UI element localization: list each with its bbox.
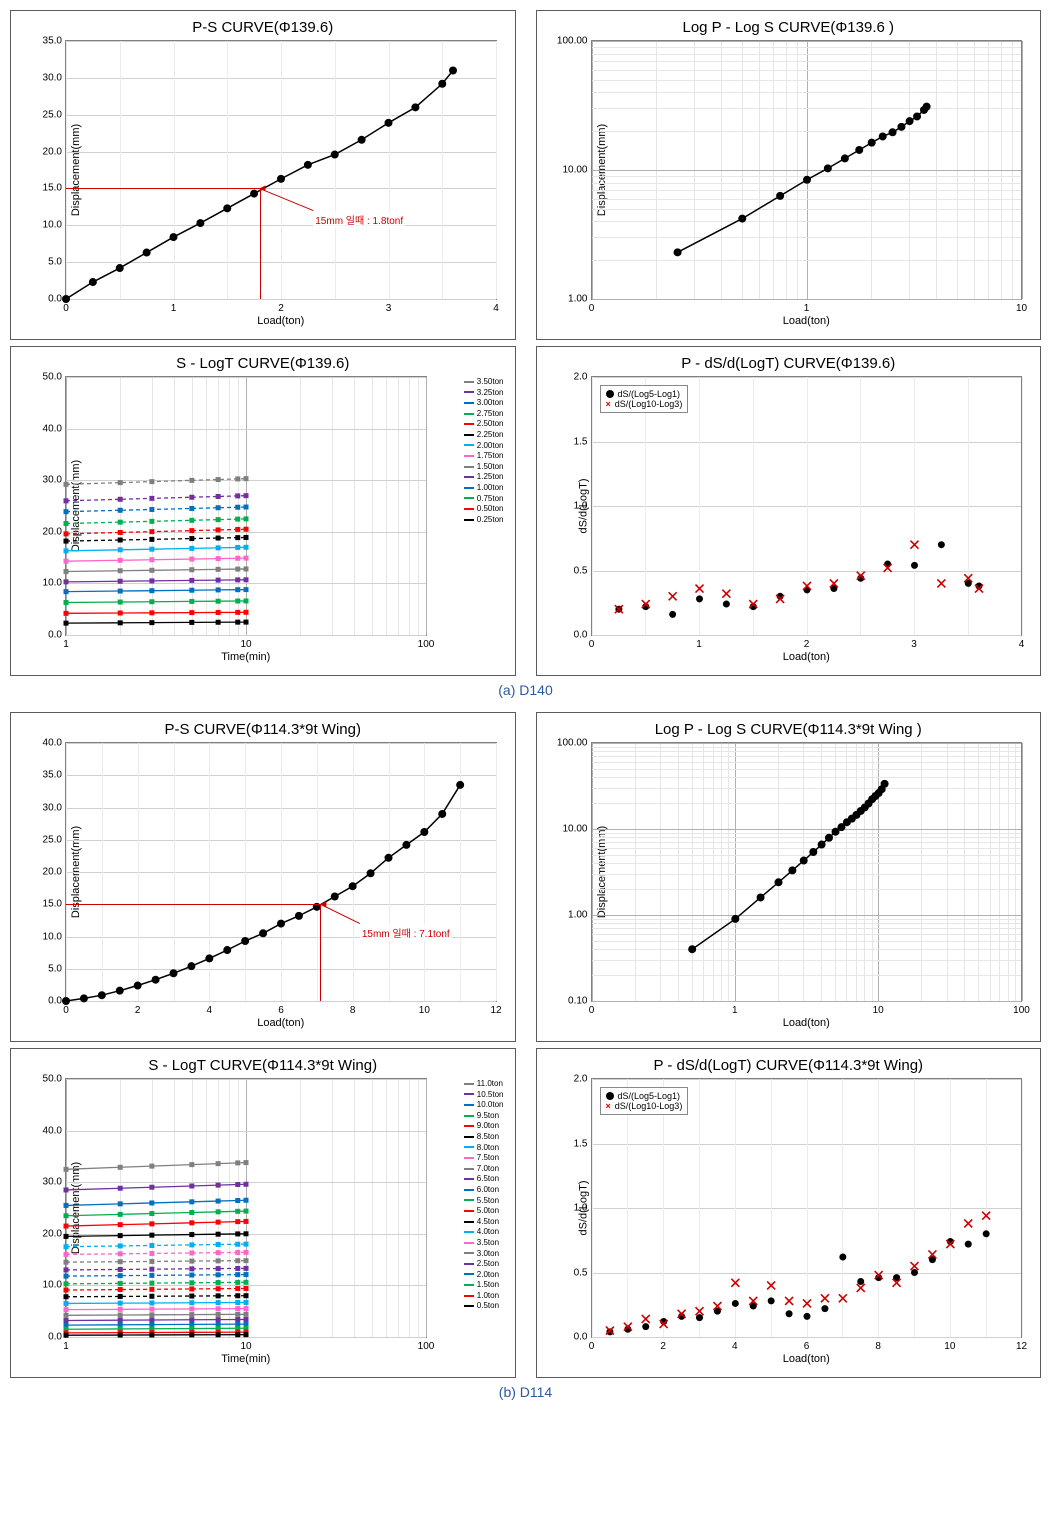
legend-label: dS/(Log10-Log3) [615, 1101, 683, 1111]
caption-b: (b) D114 [10, 1384, 1041, 1400]
chart-title: Log P - Log S CURVE(Φ114.3*9t Wing ) [545, 721, 1033, 738]
legend-label: 2.75ton [477, 409, 504, 419]
legend-label: dS/(Log5-Log1) [618, 389, 681, 399]
legend-label: 0.5ton [477, 1301, 499, 1311]
legend-label: 1.0ton [477, 1291, 499, 1301]
x-axis-label: Time(min) [221, 1353, 270, 1365]
x-axis-label: Load(ton) [257, 1017, 304, 1029]
x-axis-label: Load(ton) [783, 651, 830, 663]
legend-label: 9.5ton [477, 1111, 499, 1121]
legend-label: 4.5ton [477, 1217, 499, 1227]
legend-label: 7.0ton [477, 1164, 499, 1174]
legend-label: 3.0ton [477, 1249, 499, 1259]
legend: dS/(Log5-Log1)×dS/(Log10-Log3) [600, 385, 689, 413]
x-axis-label: Time(min) [221, 651, 270, 663]
legend-label: 9.0ton [477, 1121, 499, 1131]
legend-label: 1.25ton [477, 472, 504, 482]
legend: dS/(Log5-Log1)×dS/(Log10-Log3) [600, 1087, 689, 1115]
annotation-label: 15mm 일때 : 1.8tonf [313, 211, 405, 228]
legend-label: 7.5ton [477, 1153, 499, 1163]
x-axis-label: Load(ton) [783, 1017, 830, 1029]
chart-title: Log P - Log S CURVE(Φ139.6 ) [545, 19, 1033, 36]
legend-label: dS/(Log10-Log3) [615, 399, 683, 409]
legend: 11.0ton10.5ton10.0ton9.5ton9.0ton8.5ton8… [464, 1079, 504, 1312]
chart-title: P - dS/d(LogT) CURVE(Φ139.6) [545, 355, 1033, 372]
chart-title: P-S CURVE(Φ139.6) [19, 19, 507, 36]
legend-label: 3.5ton [477, 1238, 499, 1248]
x-axis-label: Load(ton) [783, 315, 830, 327]
chart-dsdt-114: P - dS/d(LogT) CURVE(Φ114.3*9t Wing) dS/… [536, 1048, 1042, 1378]
legend-label: 4.0ton [477, 1227, 499, 1237]
caption-a: (a) D140 [10, 682, 1041, 698]
chart-ps-140: P-S CURVE(Φ139.6) Displacement(mm) Load(… [10, 10, 516, 340]
figure-group-d114: P-S CURVE(Φ114.3*9t Wing) Displacement(m… [10, 712, 1041, 1400]
legend-label: 6.0ton [477, 1185, 499, 1195]
legend-label: 1.75ton [477, 451, 504, 461]
legend-label: 5.0ton [477, 1206, 499, 1216]
legend-label: 3.50ton [477, 377, 504, 387]
legend-label: 10.5ton [477, 1090, 504, 1100]
legend-label: 2.50ton [477, 419, 504, 429]
legend: 3.50ton3.25ton3.00ton2.75ton2.50ton2.25t… [464, 377, 504, 525]
legend-label: 11.0ton [477, 1079, 503, 1089]
legend-label: 0.50ton [477, 504, 504, 514]
chart-title: P - dS/d(LogT) CURVE(Φ114.3*9t Wing) [545, 1057, 1033, 1074]
legend-label: 3.25ton [477, 388, 504, 398]
legend-label: 8.5ton [477, 1132, 499, 1142]
legend-label: 1.00ton [477, 483, 504, 493]
chart-dsdt-140: P - dS/d(LogT) CURVE(Φ139.6) dS/d(LogT) … [536, 346, 1042, 676]
legend-label: 3.00ton [477, 398, 504, 408]
chart-title: S - LogT CURVE(Φ114.3*9t Wing) [19, 1057, 507, 1074]
legend-label: 1.5ton [477, 1280, 499, 1290]
legend-label: 6.5ton [477, 1174, 499, 1184]
x-axis-label: Load(ton) [783, 1353, 830, 1365]
chart-title: S - LogT CURVE(Φ139.6) [19, 355, 507, 372]
legend-label: dS/(Log5-Log1) [618, 1091, 681, 1101]
chart-log-140: Log P - Log S CURVE(Φ139.6 ) Displacemen… [536, 10, 1042, 340]
figure-group-d140: P-S CURVE(Φ139.6) Displacement(mm) Load(… [10, 10, 1041, 698]
legend-label: 1.50ton [477, 462, 504, 472]
chart-log-114: Log P - Log S CURVE(Φ114.3*9t Wing ) Dis… [536, 712, 1042, 1042]
legend-label: 2.25ton [477, 430, 504, 440]
annotation-label: 15mm 일때 : 7.1tonf [360, 924, 452, 941]
legend-label: 2.0ton [477, 1270, 499, 1280]
legend-label: 5.5ton [477, 1196, 499, 1206]
chart-title: P-S CURVE(Φ114.3*9t Wing) [19, 721, 507, 738]
legend-label: 2.00ton [477, 441, 504, 451]
x-axis-label: Load(ton) [257, 315, 304, 327]
chart-ps-114: P-S CURVE(Φ114.3*9t Wing) Displacement(m… [10, 712, 516, 1042]
chart-slogt-140: S - LogT CURVE(Φ139.6) Displacement(mm) … [10, 346, 516, 676]
legend-label: 2.5ton [477, 1259, 499, 1269]
legend-label: 0.25ton [477, 515, 504, 525]
legend-label: 10.0ton [477, 1100, 504, 1110]
chart-slogt-114: S - LogT CURVE(Φ114.3*9t Wing) Displacem… [10, 1048, 516, 1378]
legend-label: 8.0ton [477, 1143, 499, 1153]
legend-label: 0.75ton [477, 494, 504, 504]
